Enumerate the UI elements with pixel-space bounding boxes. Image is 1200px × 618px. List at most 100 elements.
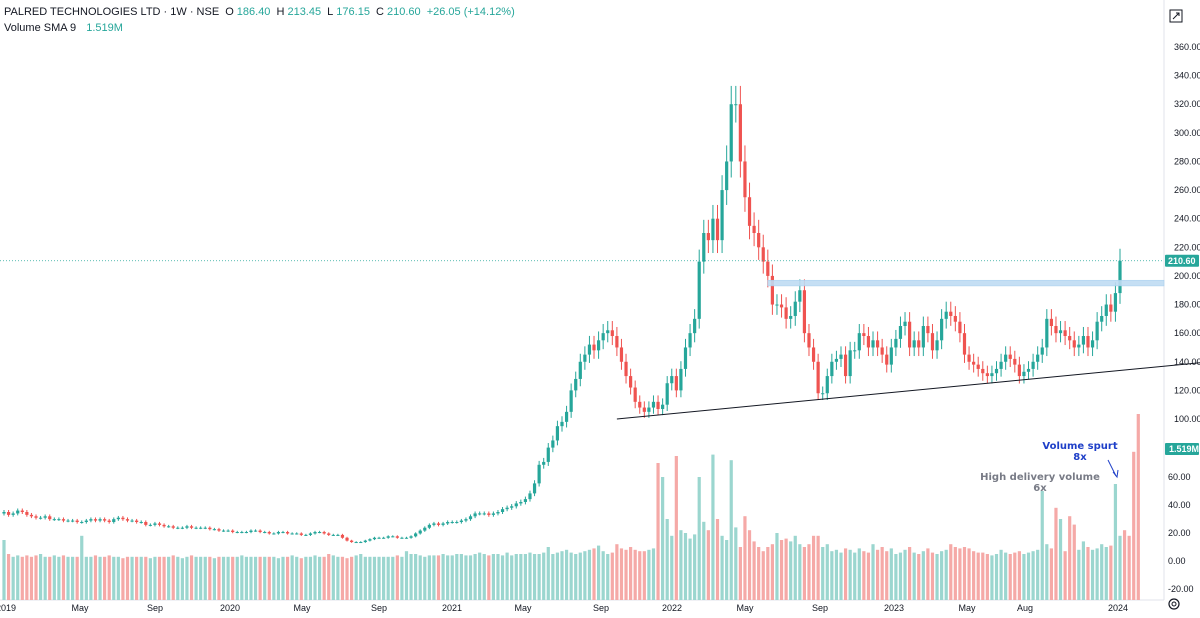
volume-bar xyxy=(661,477,665,600)
candle-body xyxy=(546,447,550,462)
candle-body xyxy=(139,522,143,524)
volume-bar xyxy=(71,556,75,600)
price-tick-label: 340.00 xyxy=(1174,71,1200,81)
candle-body xyxy=(715,218,720,241)
candle-body xyxy=(752,225,756,233)
volume-bar xyxy=(80,535,84,600)
volume-bar xyxy=(103,556,107,600)
candle-body xyxy=(441,523,445,525)
time-tick-label: Sep xyxy=(812,603,828,613)
volume-bar xyxy=(258,556,262,600)
volume-bar xyxy=(629,547,633,600)
volume-bar xyxy=(203,556,207,600)
candle-body xyxy=(642,407,646,412)
candle-body xyxy=(285,532,290,534)
volume-bar xyxy=(139,556,143,600)
candle-body xyxy=(638,401,642,408)
volume-bar xyxy=(162,556,166,600)
chart-settings-icon[interactable] xyxy=(1168,8,1184,24)
volume-bar xyxy=(743,516,747,600)
high-delivery-line1: High delivery volume xyxy=(980,472,1100,483)
volume-bar xyxy=(38,554,43,600)
symbol-header: PALRED TECHNOLOGIES LTD · 1W · NSE O 186.… xyxy=(4,6,518,18)
volume-indicator-value: 1.519M xyxy=(86,22,123,34)
volume-bar xyxy=(418,555,422,600)
candle-body xyxy=(240,532,244,534)
volume-bar xyxy=(642,551,646,600)
candle-body xyxy=(212,529,216,531)
volume-bar xyxy=(75,556,79,600)
candle-body xyxy=(93,519,98,521)
price-tick-label: 280.00 xyxy=(1174,156,1200,166)
volume-bar xyxy=(372,556,377,600)
candle-body xyxy=(199,527,203,529)
resistance-zone[interactable] xyxy=(767,279,1165,287)
candle-body xyxy=(272,533,276,535)
volume-bar xyxy=(285,556,290,600)
candle-body xyxy=(670,376,674,384)
volume-bar xyxy=(1122,530,1127,600)
candle-body xyxy=(162,524,166,527)
candle-body xyxy=(1100,315,1104,322)
volume-bar xyxy=(48,556,52,600)
candle-body xyxy=(491,513,495,515)
candle-body xyxy=(510,506,514,508)
volume-bar xyxy=(574,554,578,600)
volume-bar xyxy=(665,519,669,600)
candle-body xyxy=(519,501,523,504)
volume-bar xyxy=(468,555,473,600)
ohlc-high: 213.45 xyxy=(287,6,322,18)
volume-bar xyxy=(528,552,532,600)
candle-body xyxy=(71,520,75,522)
price-tick-label: 160.00 xyxy=(1174,328,1200,338)
volume-bar xyxy=(345,558,349,600)
time-tick-label: Aug xyxy=(1017,603,1033,613)
candle-body xyxy=(144,522,148,525)
annotation-arrowhead xyxy=(1112,469,1119,479)
volume-bar xyxy=(217,556,221,600)
volume-bar xyxy=(1004,552,1008,600)
volume-bar xyxy=(725,540,729,600)
candle-body xyxy=(912,340,916,348)
volume-bar xyxy=(546,547,550,600)
volume-bar xyxy=(212,558,216,600)
gear-icon[interactable] xyxy=(1166,596,1182,612)
candle-body xyxy=(917,340,921,348)
candle-body xyxy=(404,537,409,539)
volume-bar xyxy=(93,555,98,600)
symbol-title[interactable]: PALRED TECHNOLOGIES LTD · 1W · NSE xyxy=(4,6,220,18)
volume-bar xyxy=(89,556,93,600)
volume-bar xyxy=(29,556,34,600)
candle-body xyxy=(560,421,564,427)
volume-bar xyxy=(510,555,514,600)
volume-bar xyxy=(674,456,678,600)
support-trendline[interactable] xyxy=(616,360,1200,420)
volume-tick-label: 60.00 xyxy=(1168,472,1191,482)
candle-body xyxy=(587,344,592,355)
candle-body xyxy=(400,537,404,539)
volume-bar xyxy=(295,556,299,600)
volume-bar xyxy=(1068,516,1072,600)
volume-bar xyxy=(921,551,925,600)
volume-bar xyxy=(862,551,866,600)
candle-body xyxy=(340,534,345,538)
time-tick-label: Sep xyxy=(593,603,609,613)
ohlc-change: +26.05 (+14.12%) xyxy=(426,6,515,18)
volume-bar xyxy=(505,552,509,600)
volume-bar xyxy=(322,556,326,600)
volume-bar xyxy=(144,556,148,600)
candle-body xyxy=(258,530,262,533)
volume-header[interactable]: Volume SMA 9 1.519M xyxy=(4,22,126,34)
volume-bar xyxy=(747,530,752,600)
candle-body xyxy=(770,275,774,305)
candle-body xyxy=(345,537,349,541)
volume-tick-label: 20.00 xyxy=(1168,528,1191,538)
candle-body xyxy=(596,340,601,351)
volume-bar xyxy=(729,460,733,600)
candle-body xyxy=(857,333,861,351)
volume-bar xyxy=(317,556,322,600)
candle-body xyxy=(38,517,43,519)
volume-bar xyxy=(98,556,102,600)
volume-bar xyxy=(263,556,267,600)
